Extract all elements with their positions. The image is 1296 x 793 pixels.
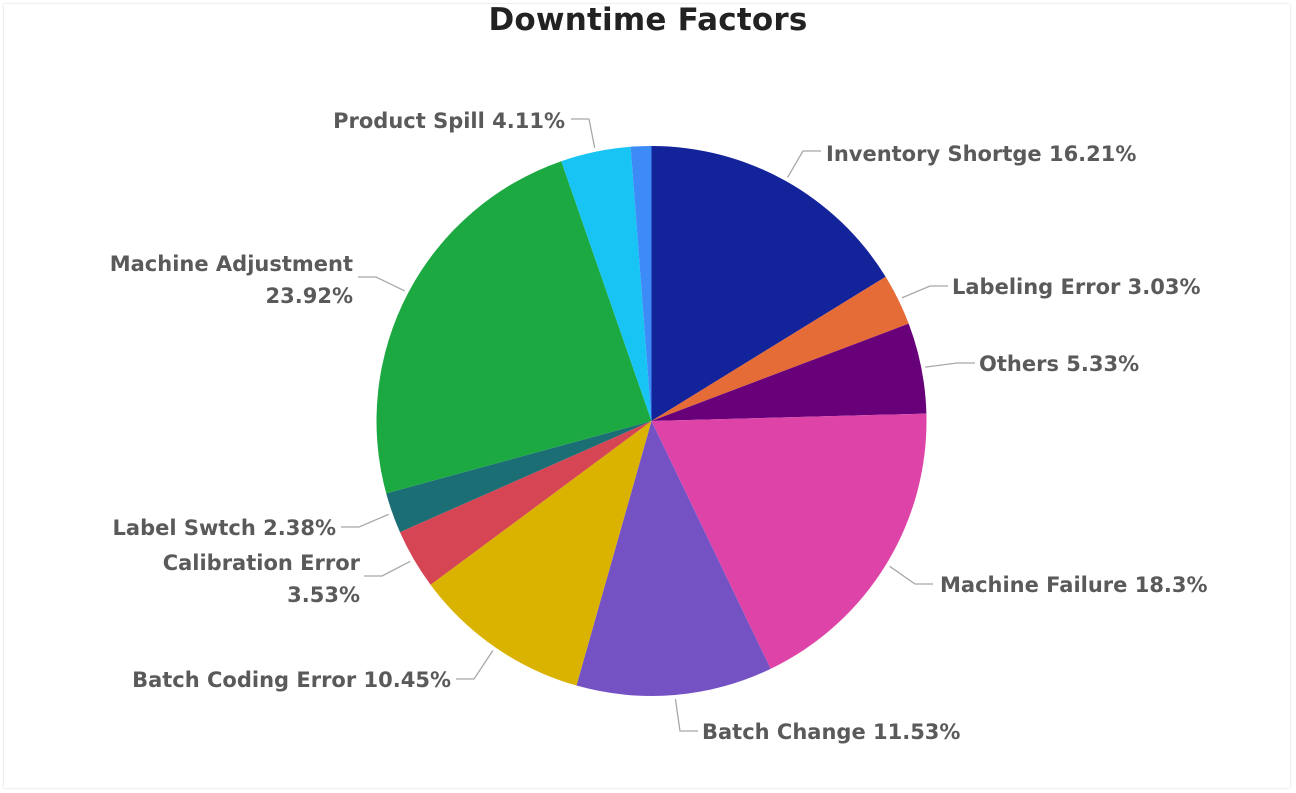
leader-line-product-spill xyxy=(571,118,596,148)
pie-slice-batch-coding-error xyxy=(430,421,652,686)
pie-slice-calibration-error xyxy=(399,421,652,585)
slice-label-product-spill: Product Spill 4.11% xyxy=(333,109,565,133)
pie-slice-machine-failure xyxy=(651,413,927,669)
pie-slice-label-swtch xyxy=(386,421,652,533)
leader-line-others xyxy=(925,362,975,368)
pie-slice-labeling-error xyxy=(651,276,909,421)
leader-line-inventory-shortge xyxy=(786,150,821,178)
slice-label-value: 23.92% xyxy=(266,284,353,308)
slice-label-machine-adjustment: Machine Adjustment 23.92% xyxy=(110,252,353,308)
slice-label-name: Machine Adjustment xyxy=(110,252,353,276)
pie-slice-others xyxy=(651,323,927,421)
leader-line-label-swtch xyxy=(341,513,389,528)
leader-line-calibration-error xyxy=(364,560,411,577)
slice-label-labeling-error: Labeling Error 3.03% xyxy=(952,275,1201,299)
slice-labels: Inventory Shortge 16.21% Labeling Error 3… xyxy=(110,109,1208,744)
leader-line-labeling-error xyxy=(901,285,948,299)
pie-slice-unlabeled xyxy=(630,146,652,421)
leader-line-batch-change xyxy=(674,698,698,732)
pie-slice-machine-adjustment xyxy=(376,161,652,494)
slice-label-label-swtch: Label Swtch 2.38% xyxy=(113,516,336,540)
slice-label-machine-failure: Machine Failure 18.3% xyxy=(940,573,1208,597)
slice-label-others: Others 5.33% xyxy=(979,352,1139,376)
pie-slice-batch-change xyxy=(576,421,771,697)
slice-label-value: 3.53% xyxy=(287,583,360,607)
pie-slice-inventory-shortge xyxy=(651,146,886,421)
slice-label-calibration-error: Calibration Error 3.53% xyxy=(163,551,361,607)
pie-slice-product-spill xyxy=(561,146,652,421)
slice-label-name: Calibration Error xyxy=(163,551,361,575)
leader-line-machine-failure xyxy=(889,565,933,585)
slice-label-batch-change: Batch Change 11.53% xyxy=(702,720,960,744)
leader-lines xyxy=(341,118,975,732)
chart-title: Downtime Factors xyxy=(488,2,808,38)
slice-label-inventory-shortge: Inventory Shortge 16.21% xyxy=(826,142,1136,166)
leader-line-machine-adjustment xyxy=(358,276,405,292)
pie-slices xyxy=(376,146,927,697)
slice-label-batch-coding-error: Batch Coding Error 10.45% xyxy=(132,668,451,692)
leader-line-batch-coding-error xyxy=(456,650,494,680)
